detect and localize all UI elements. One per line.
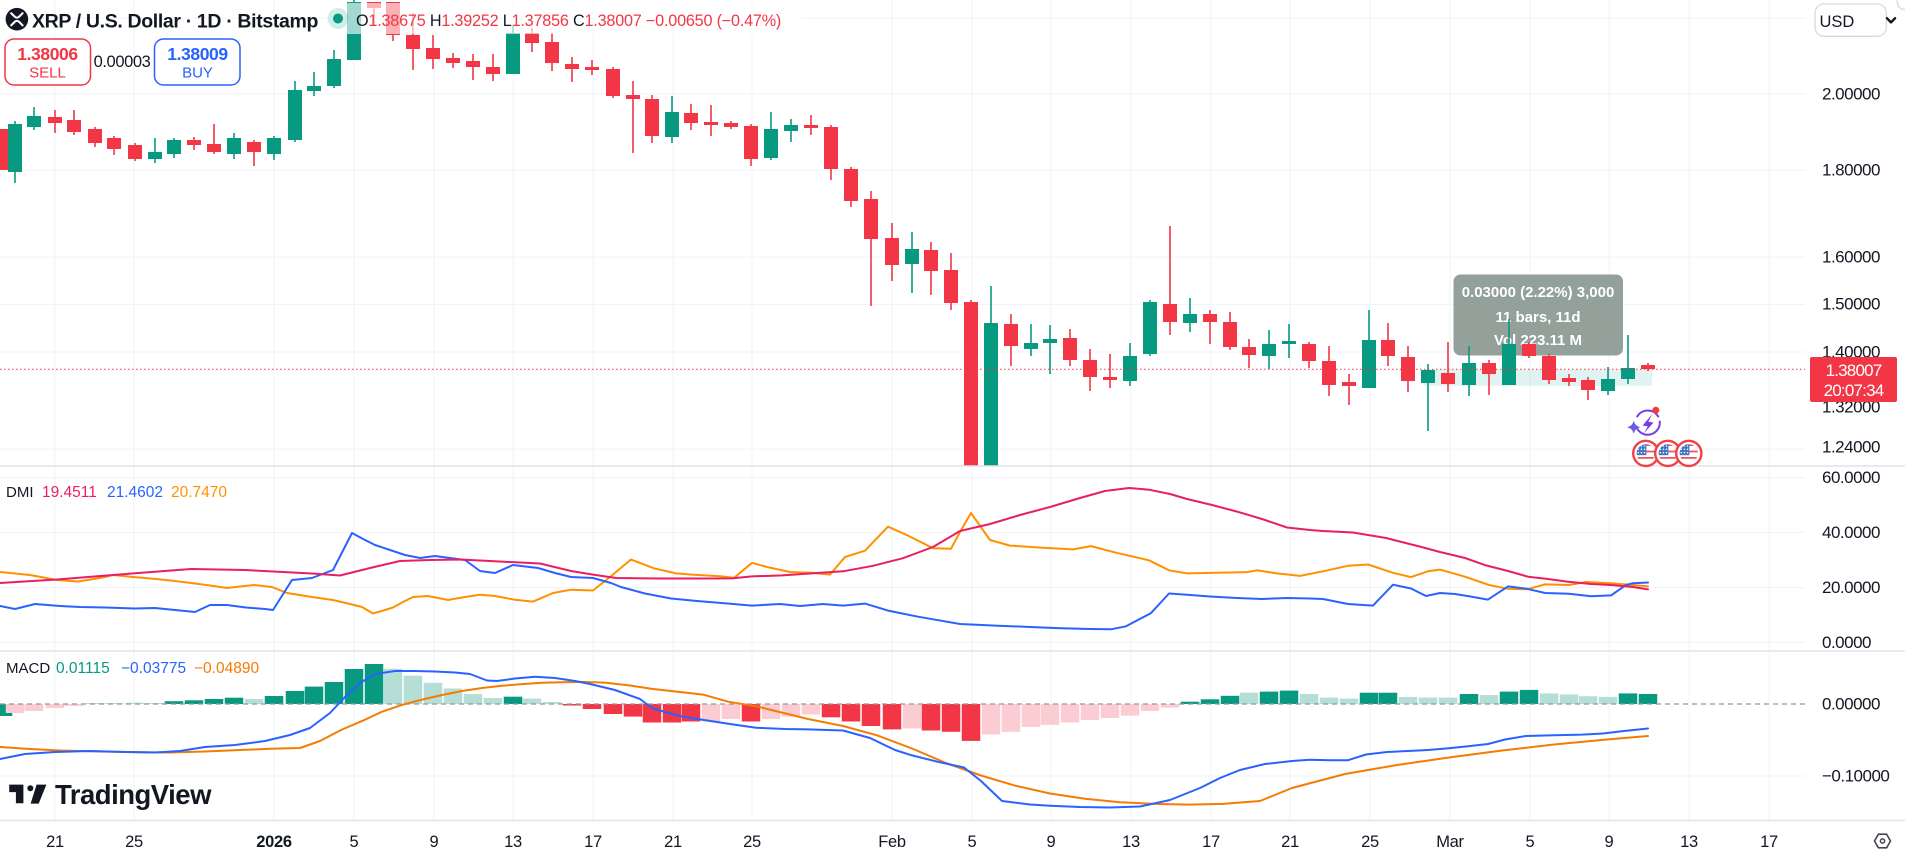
svg-text:21: 21 xyxy=(664,833,682,851)
svg-text:1.50000: 1.50000 xyxy=(1822,295,1880,314)
svg-text:40.0000: 40.0000 xyxy=(1822,523,1880,542)
svg-text:0.03000 (2.22%) 3,000: 0.03000 (2.22%) 3,000 xyxy=(1462,284,1615,301)
svg-text:5: 5 xyxy=(350,833,359,851)
svg-text:9: 9 xyxy=(1605,833,1614,851)
svg-text:1.38006: 1.38006 xyxy=(17,44,78,64)
svg-text:0.00000: 0.00000 xyxy=(1822,695,1880,714)
svg-text:20.7470: 20.7470 xyxy=(171,484,227,501)
svg-text:20.0000: 20.0000 xyxy=(1822,578,1880,597)
svg-text:BUY: BUY xyxy=(182,65,213,82)
svg-text:13: 13 xyxy=(1122,833,1140,851)
svg-text:1.60000: 1.60000 xyxy=(1822,248,1880,267)
svg-text:−0.03775: −0.03775 xyxy=(121,660,186,677)
svg-text:17: 17 xyxy=(1760,833,1778,851)
svg-text:−0.04890: −0.04890 xyxy=(194,660,259,677)
svg-text:25: 25 xyxy=(125,833,143,851)
svg-text:19.4511: 19.4511 xyxy=(42,484,97,501)
svg-text:60.0000: 60.0000 xyxy=(1822,468,1880,487)
svg-text:MACD: MACD xyxy=(6,660,50,677)
svg-text:TradingView: TradingView xyxy=(55,779,212,810)
svg-text:2.00000: 2.00000 xyxy=(1822,85,1880,104)
svg-text:17: 17 xyxy=(1202,833,1220,851)
svg-text:5: 5 xyxy=(1526,833,1535,851)
svg-text:17: 17 xyxy=(584,833,602,851)
svg-text:13: 13 xyxy=(504,833,522,851)
svg-text:21.4602: 21.4602 xyxy=(107,484,163,501)
svg-text:9: 9 xyxy=(430,833,439,851)
svg-text:0.0000: 0.0000 xyxy=(1822,633,1871,652)
svg-text:XRP / U.S. Dollar · 1D · Bitst: XRP / U.S. Dollar · 1D · Bitstamp xyxy=(32,11,319,33)
svg-text:11 bars, 11d: 11 bars, 11d xyxy=(1495,309,1580,326)
svg-text:SELL: SELL xyxy=(29,65,66,82)
svg-text:5: 5 xyxy=(968,833,977,851)
svg-text:O1.38675 H1.39252 L1.37856 C1.: O1.38675 H1.39252 L1.37856 C1.38007 −0.0… xyxy=(356,12,781,30)
svg-text:Feb: Feb xyxy=(878,833,906,851)
svg-text:0.01115: 0.01115 xyxy=(56,660,110,677)
svg-text:13: 13 xyxy=(1680,833,1698,851)
svg-text:USD: USD xyxy=(1820,13,1855,31)
svg-text:0.00003: 0.00003 xyxy=(94,53,151,71)
svg-text:2026: 2026 xyxy=(256,833,292,851)
svg-text:21: 21 xyxy=(1281,833,1299,851)
svg-text:20:07:34: 20:07:34 xyxy=(1824,381,1884,400)
svg-text:1.80000: 1.80000 xyxy=(1822,161,1880,180)
svg-text:1.40000: 1.40000 xyxy=(1822,343,1880,362)
svg-text:1.24000: 1.24000 xyxy=(1822,438,1880,457)
svg-text:1.38007: 1.38007 xyxy=(1826,361,1882,380)
svg-text:−0.10000: −0.10000 xyxy=(1822,767,1889,786)
svg-text:25: 25 xyxy=(743,833,761,851)
svg-text:9: 9 xyxy=(1047,833,1056,851)
svg-text:DMI: DMI xyxy=(6,484,34,501)
svg-text:1.38009: 1.38009 xyxy=(167,44,228,64)
svg-text:21: 21 xyxy=(46,833,64,851)
svg-text:25: 25 xyxy=(1361,833,1379,851)
svg-text:Mar: Mar xyxy=(1436,833,1464,851)
svg-text:1.32000: 1.32000 xyxy=(1822,398,1880,417)
